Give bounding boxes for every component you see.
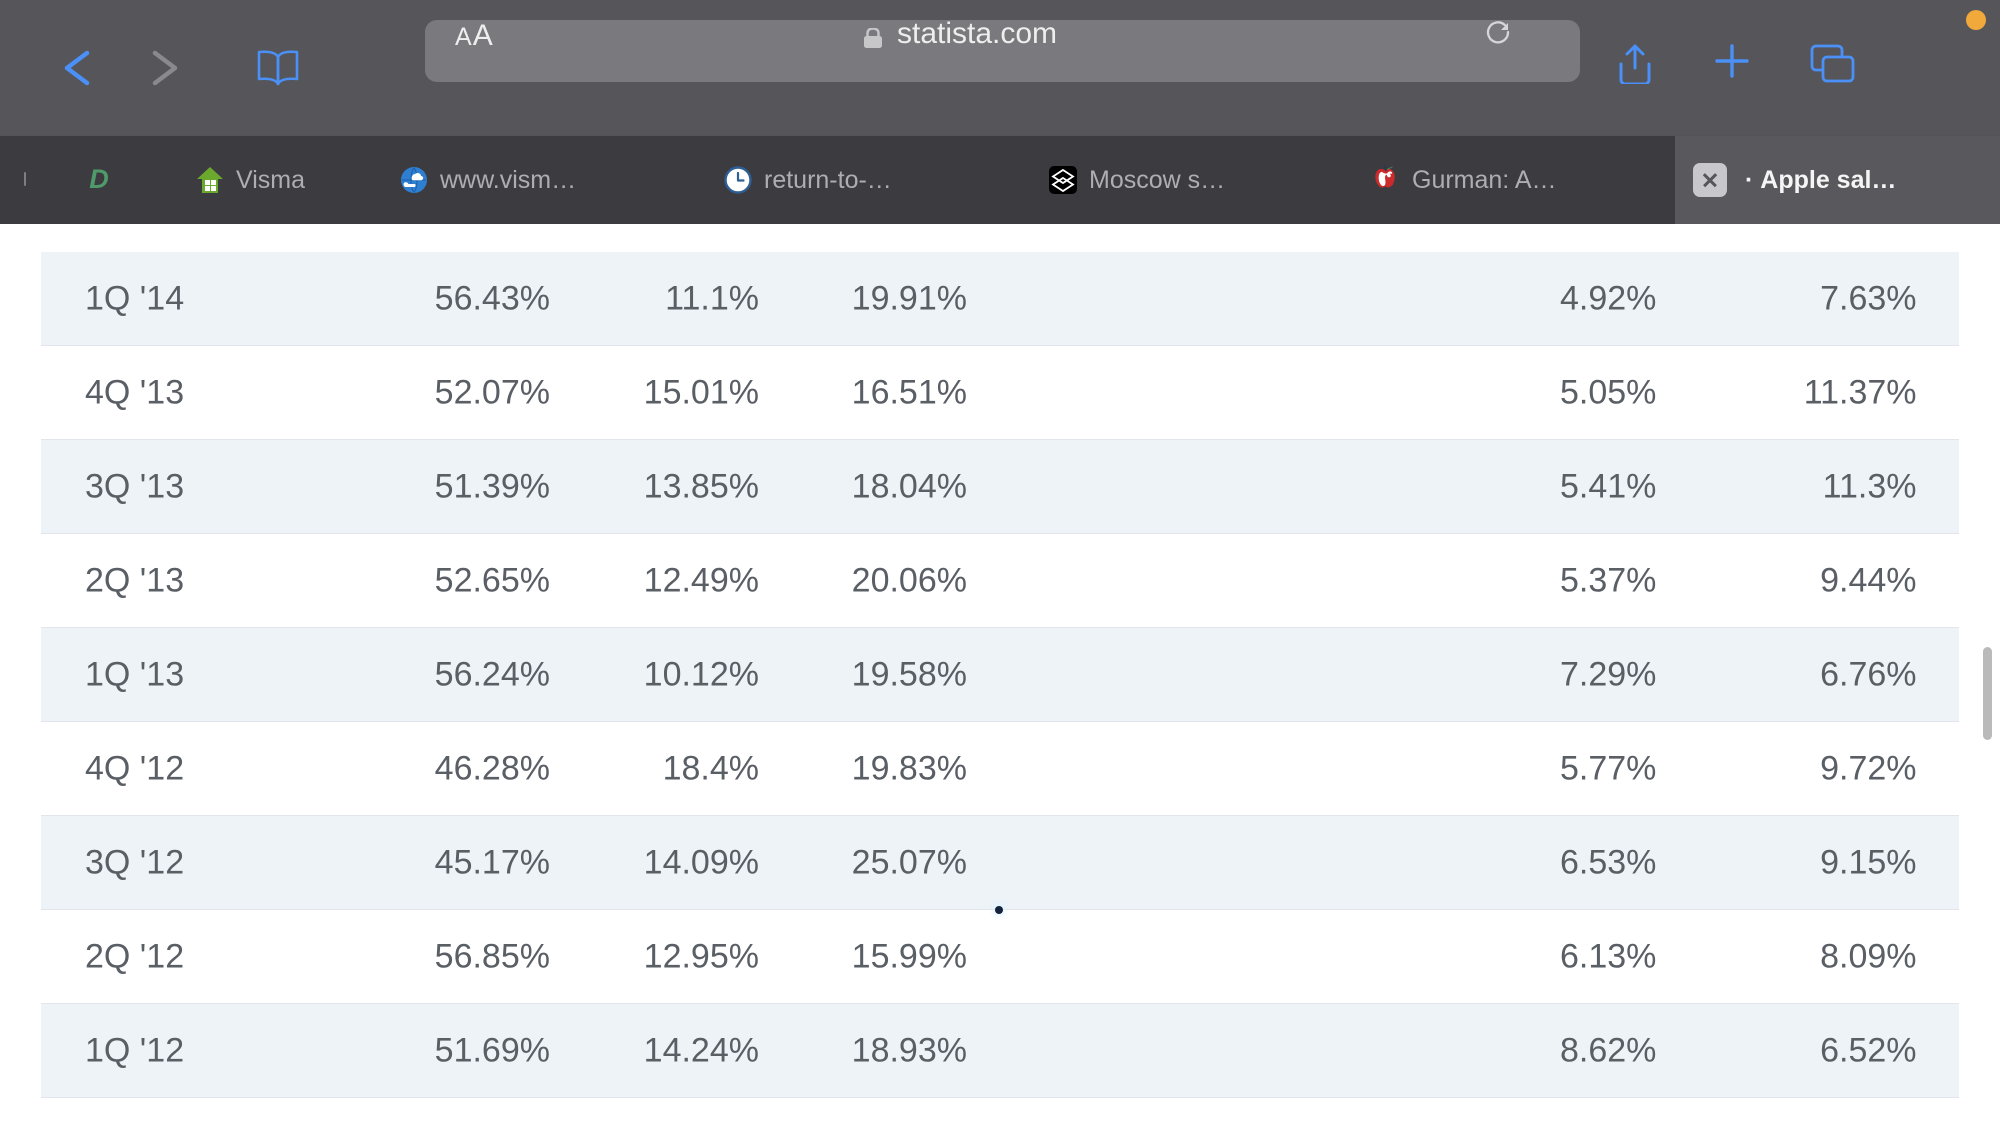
svg-text:D: D [89, 166, 109, 194]
